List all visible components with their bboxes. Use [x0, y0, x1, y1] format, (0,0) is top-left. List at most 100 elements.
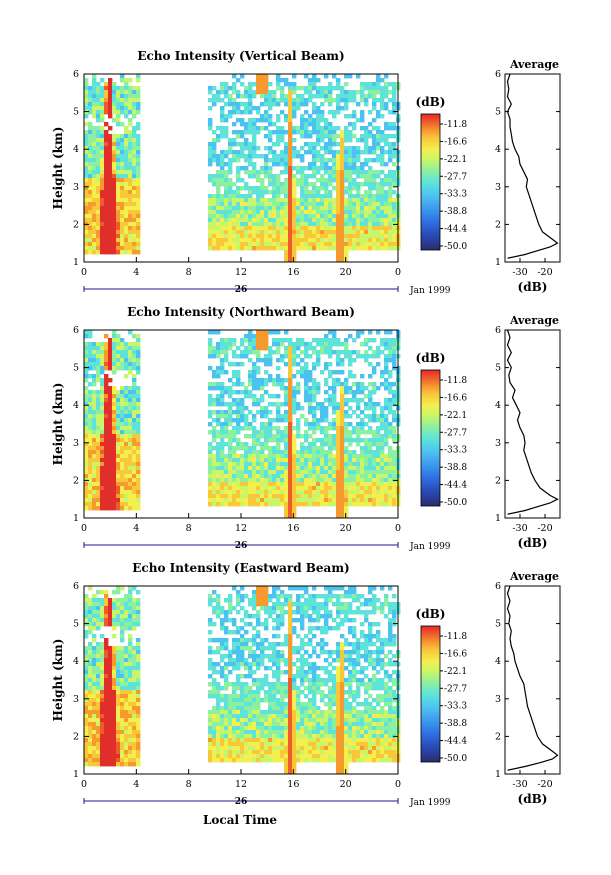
heatmap-cell [324, 126, 329, 131]
heatmap-cell [240, 218, 245, 223]
heatmap-cell [120, 706, 125, 711]
heatmap-cell [384, 82, 389, 87]
heatmap-cell [360, 386, 365, 391]
heatmap-cell [304, 178, 309, 183]
heatmap-cell [376, 206, 381, 211]
heatmap-cell [100, 218, 105, 223]
heatmap-cell [84, 210, 89, 215]
heatmap-cell [100, 482, 105, 487]
heatmap-cell [368, 218, 373, 223]
heatmap-cell [224, 174, 229, 179]
heatmap-cell [344, 398, 349, 403]
heatmap-cell [340, 170, 345, 175]
heatmap-cell [376, 214, 381, 219]
heatmap-cell [364, 202, 369, 207]
heatmap-cell [372, 482, 377, 487]
heatmap-cell [244, 482, 249, 487]
heatmap-cell [104, 726, 109, 731]
heatmap-cell [96, 142, 101, 147]
heatmap-cell [128, 730, 133, 735]
heatmap-cell [392, 198, 397, 203]
heatmap-cell [104, 482, 109, 487]
heatmap-cell [288, 226, 293, 231]
heatmap-cell [348, 94, 353, 99]
heatmap-cell [296, 362, 301, 367]
heatmap-cell [128, 222, 133, 227]
heatmap-cell [136, 214, 141, 219]
heatmap-cell [388, 386, 393, 391]
heatmap-cell [316, 246, 321, 251]
heatmap-cell [96, 598, 101, 603]
heatmap-cell [92, 674, 97, 679]
heatmap-cell [364, 238, 369, 243]
heatmap-cell [296, 402, 301, 407]
heatmap-cell [212, 242, 217, 247]
chart-title: Echo Intensity (Vertical Beam) [137, 49, 344, 63]
heatmap-cell [96, 734, 101, 739]
heatmap-cell [124, 678, 129, 683]
heatmap-cell [364, 438, 369, 443]
heatmap-cell [232, 398, 237, 403]
heatmap-cell [116, 742, 121, 747]
heatmap-cell [224, 194, 229, 199]
heatmap-cell [252, 234, 257, 239]
heatmap-cell [128, 642, 133, 647]
heatmap-cell [104, 202, 109, 207]
heatmap-cell [120, 614, 125, 619]
heatmap-cell [332, 334, 337, 339]
heatmap-cell [392, 502, 397, 507]
heatmap-cell [228, 202, 233, 207]
x-tick-label: 0 [395, 523, 401, 534]
heatmap-cell [120, 406, 125, 411]
heatmap-cell [352, 462, 357, 467]
heatmap-cell [104, 214, 109, 219]
heatmap-cell [360, 166, 365, 171]
heatmap-cell [264, 434, 269, 439]
heatmap-cell [332, 466, 337, 471]
heatmap-cell [344, 234, 349, 239]
heatmap-cell [92, 186, 97, 191]
heatmap-cell [84, 342, 89, 347]
heatmap-cell [280, 438, 285, 443]
heatmap-cell [96, 674, 101, 679]
heatmap-cell [124, 194, 129, 199]
heatmap-cells [84, 74, 401, 263]
heatmap-cell [380, 438, 385, 443]
heatmap-cell [360, 226, 365, 231]
heatmap-cell [256, 118, 261, 123]
heatmap-cell [284, 506, 289, 511]
heatmap-cell [100, 230, 105, 235]
heatmap-cell [372, 86, 377, 91]
heatmap-cell [112, 502, 117, 507]
heatmap-cell [220, 414, 225, 419]
heatmap-cell [120, 586, 125, 591]
heatmap-cell [132, 130, 137, 135]
heatmap-cell [360, 342, 365, 347]
heatmap-cell [84, 750, 89, 755]
heatmap-cell [240, 354, 245, 359]
heatmap-cell [312, 86, 317, 91]
heatmap-cell [384, 482, 389, 487]
heatmap-cell [324, 366, 329, 371]
heatmap-cell [384, 330, 389, 335]
heatmap-cell [220, 370, 225, 375]
heatmap-cell [336, 458, 341, 463]
heatmap-cell [376, 498, 381, 503]
heatmap-cell [260, 86, 265, 91]
heatmap-cell [128, 430, 133, 435]
heatmap-cell [288, 502, 293, 507]
heatmap-cell [264, 226, 269, 231]
heatmap-cell [112, 722, 117, 727]
heatmap-cell [96, 130, 101, 135]
heatmap-cell [108, 438, 113, 443]
heatmap-cell [320, 198, 325, 203]
heatmap-cell [124, 178, 129, 183]
heatmap-cell [268, 218, 273, 223]
heatmap-cell [212, 206, 217, 211]
heatmap-cell [232, 430, 237, 435]
heatmap-cell [100, 722, 105, 727]
heatmap-cell [120, 486, 125, 491]
heatmap-cell [388, 190, 393, 195]
